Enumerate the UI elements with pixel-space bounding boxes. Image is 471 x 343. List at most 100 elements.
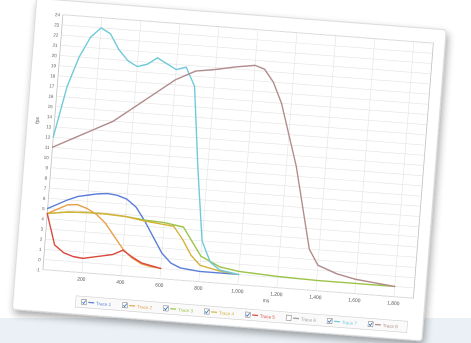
y-gridline — [54, 116, 426, 146]
legend-checkbox-4[interactable] — [203, 308, 210, 315]
legend-check-mark-5 — [245, 312, 250, 317]
legend: Trace 1 Trace 2 Trace 3 Trace 4 Trace 5 Trace… — [74, 295, 408, 333]
y-gridline — [53, 136, 424, 166]
x-gridline — [159, 23, 181, 279]
legend-checkbox-1[interactable] — [81, 299, 87, 306]
y-tick-label: 19 — [51, 63, 57, 69]
y-gridline — [48, 197, 419, 228]
x-tick-label: 1,000 — [231, 288, 244, 295]
y-tick-label: 17 — [49, 83, 55, 89]
y-gridline — [50, 177, 421, 207]
y-tick-label: 11 — [45, 145, 50, 150]
series-line-8 — [51, 64, 396, 288]
y-tick-label: 2 — [40, 237, 43, 242]
x-gridline — [120, 20, 142, 276]
legend-label-2[interactable]: Trace 2 — [137, 304, 153, 310]
y-tick-label: 6 — [43, 196, 46, 201]
y-tick-label: 0 — [38, 257, 41, 262]
y-tick-label: 10 — [44, 155, 50, 161]
y-tick-label: 1 — [39, 247, 42, 252]
legend-label-6[interactable]: Trace 6 — [301, 317, 317, 323]
y-gridline — [57, 85, 428, 115]
legend-checkbox-3[interactable] — [162, 305, 169, 312]
y-tick-label: 24 — [55, 12, 61, 18]
y-gridline — [44, 248, 415, 279]
x-gridline — [237, 29, 259, 285]
y-gridline — [52, 146, 423, 177]
y-tick-label: 20 — [52, 53, 58, 59]
legend-checkbox-6[interactable] — [285, 314, 292, 321]
y-gridline — [62, 24, 433, 54]
y-tick-label: 12 — [45, 134, 51, 140]
x-gridline — [354, 38, 376, 294]
y-tick-label: 16 — [48, 94, 54, 100]
legend-label-7[interactable]: Trace 7 — [342, 320, 358, 326]
x-gridline — [81, 17, 103, 273]
legend-label-1[interactable]: Trace 1 — [96, 301, 112, 307]
y-gridline — [47, 208, 419, 238]
y-gridline — [58, 75, 429, 105]
y-gridline — [46, 218, 418, 248]
y-tick-label: 7 — [44, 186, 47, 191]
y-gridline — [61, 34, 432, 64]
x-gridline — [276, 32, 298, 288]
legend-check-mark-3 — [164, 306, 169, 311]
y-gridline — [45, 238, 416, 268]
legend-label-8[interactable]: Trace 8 — [383, 323, 399, 329]
y-gridline — [42, 269, 414, 299]
plot-area: -101234567891011121314151617181920212223… — [35, 12, 434, 307]
y-gridline — [54, 126, 425, 156]
y-tick-label: 23 — [54, 22, 60, 28]
legend-checkbox-8[interactable] — [367, 321, 374, 328]
x-gridline — [315, 35, 337, 291]
x-axis-label: ms — [263, 298, 270, 305]
y-gridline — [49, 187, 420, 217]
legend-check-mark-8 — [368, 322, 373, 327]
y-axis-label: fps — [35, 116, 41, 124]
y-gridline — [62, 14, 434, 44]
series-line-1 — [46, 192, 240, 276]
y-tick-label: 14 — [47, 114, 53, 120]
y-tick-label: -1 — [36, 267, 41, 272]
series-line-7 — [52, 27, 240, 276]
legend-check-mark-7 — [327, 319, 332, 324]
y-gridline — [59, 55, 431, 85]
x-tick-label: 1,600 — [348, 297, 361, 304]
x-tick-label: 600 — [155, 282, 164, 289]
y-tick-label: 9 — [45, 165, 48, 170]
legend-check-mark-4 — [205, 309, 210, 314]
x-tick-label: 1,800 — [387, 300, 400, 307]
legend-checkbox-7[interactable] — [326, 317, 333, 324]
y-gridline — [56, 95, 427, 126]
x-tick-label: 200 — [77, 276, 86, 283]
x-tick-label: 400 — [116, 279, 125, 286]
y-tick-label: 15 — [48, 104, 54, 110]
x-tick-label: 1,200 — [270, 291, 283, 298]
y-gridline — [60, 44, 431, 75]
legend-check-mark-2 — [123, 303, 128, 308]
y-tick-label: 21 — [52, 43, 58, 49]
y-gridline — [58, 65, 430, 95]
y-tick-label: 8 — [44, 175, 47, 180]
y-tick-label: 13 — [46, 124, 52, 130]
series-line-5 — [46, 212, 162, 270]
y-tick-label: 22 — [53, 32, 59, 38]
x-tick-label: 1,400 — [309, 294, 322, 301]
y-tick-label: 5 — [42, 206, 45, 211]
y-gridline — [46, 228, 417, 258]
legend-label-5[interactable]: Trace 5 — [260, 314, 276, 320]
series-line-4 — [46, 211, 240, 276]
x-tick-label: 800 — [194, 285, 203, 292]
y-tick-label: 3 — [40, 226, 43, 231]
legend-checkbox-2[interactable] — [122, 302, 128, 309]
chart-card: -101234567891011121314151617181920212223… — [12, 0, 447, 342]
series-line-2 — [46, 203, 162, 270]
y-tick-label: 4 — [41, 216, 44, 221]
y-gridline — [50, 167, 422, 197]
legend-label-3[interactable]: Trace 3 — [178, 307, 194, 313]
legend-checkbox-5[interactable] — [244, 311, 251, 318]
legend-box — [74, 295, 408, 333]
y-gridline — [51, 157, 423, 187]
legend-label-4[interactable]: Trace 4 — [219, 310, 235, 316]
y-tick-label: 18 — [50, 73, 56, 79]
